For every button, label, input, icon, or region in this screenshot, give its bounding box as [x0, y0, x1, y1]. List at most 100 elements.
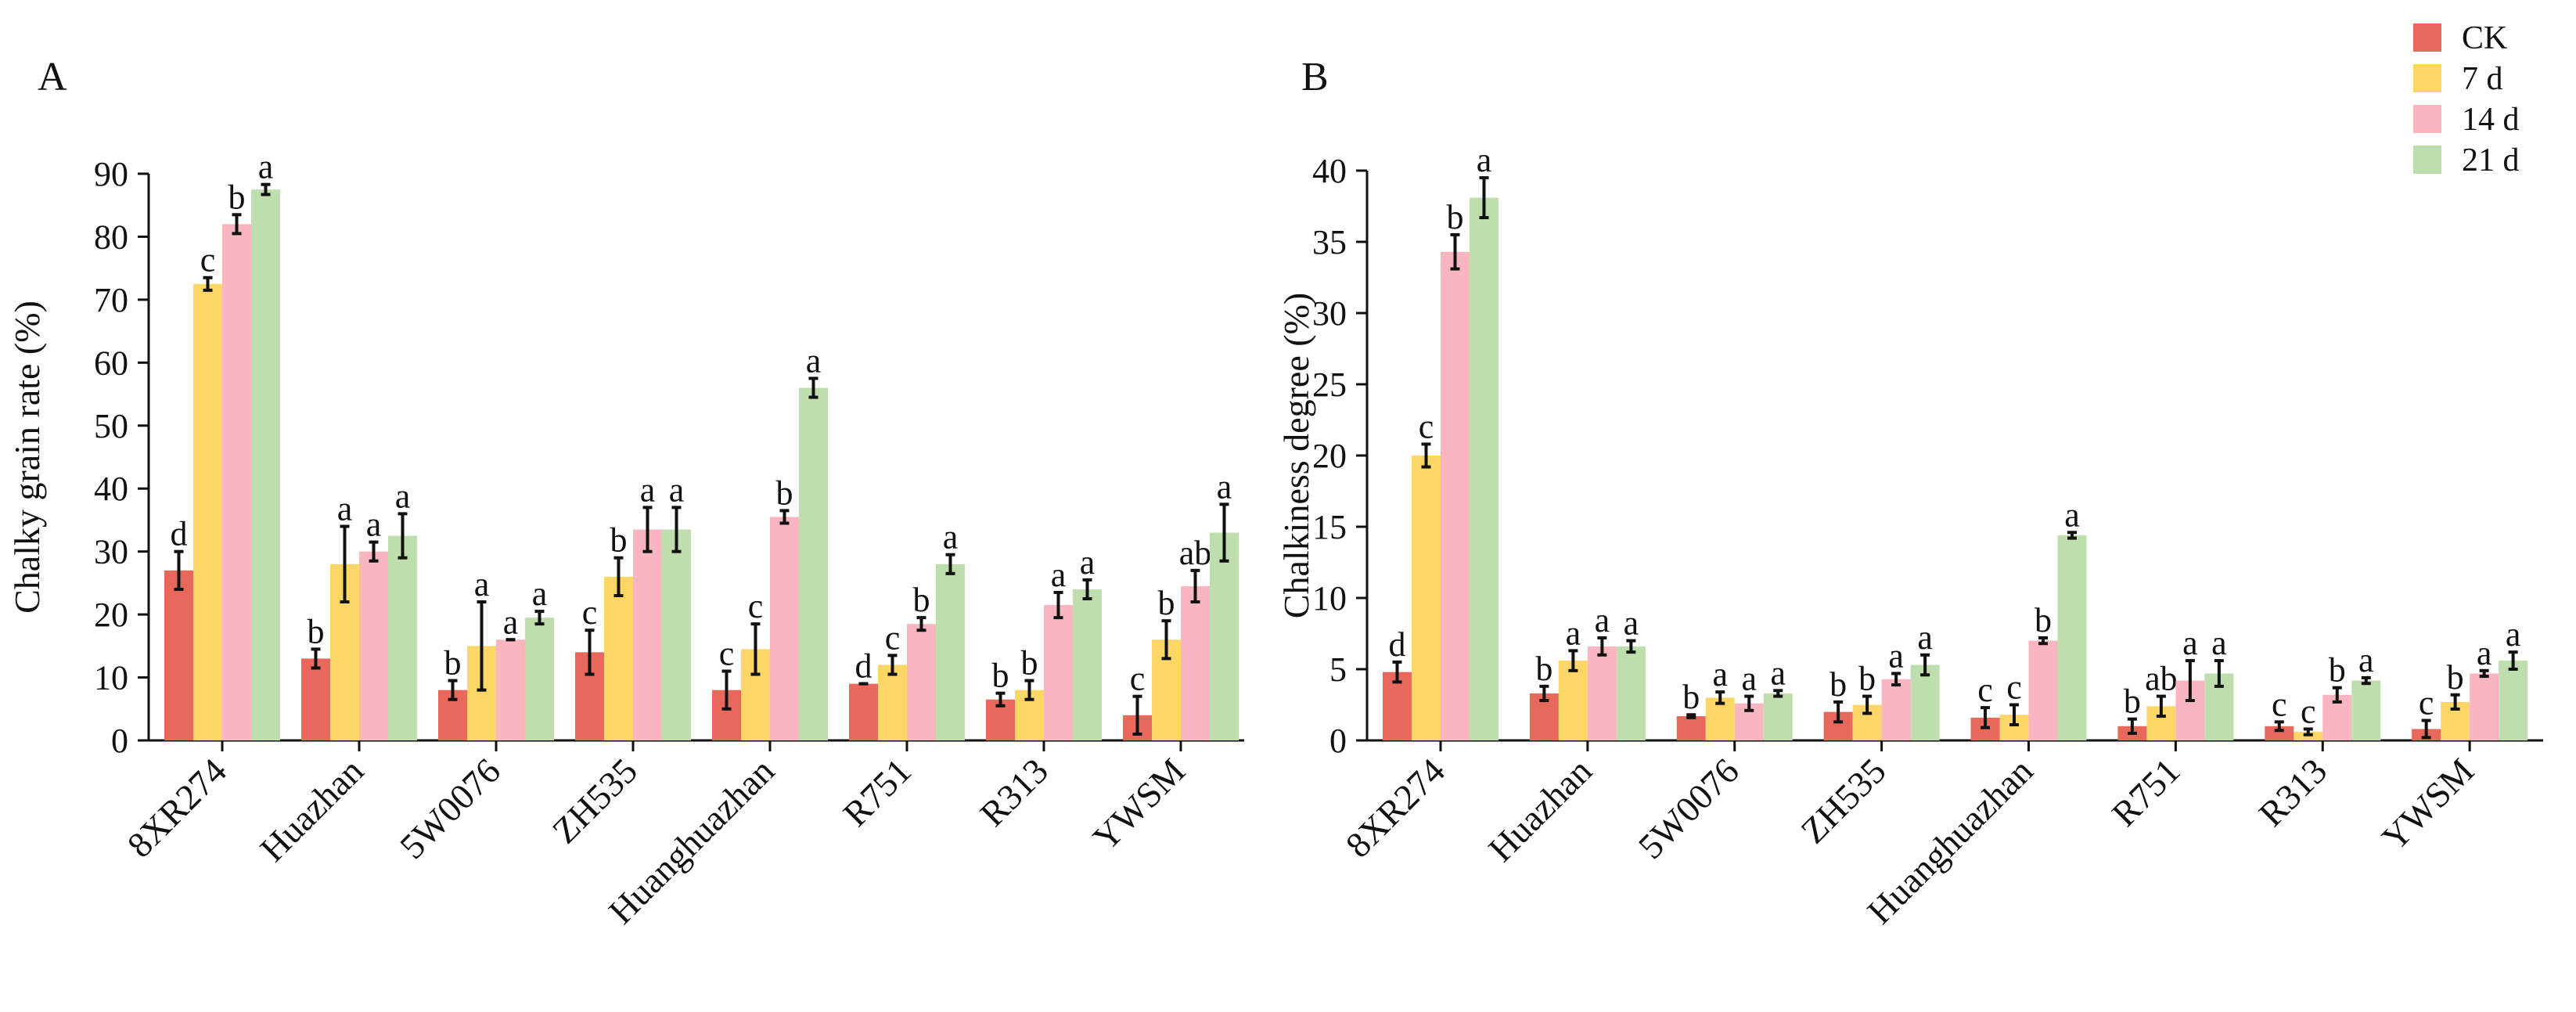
significance-label-14-d-zh535: a — [1888, 636, 1904, 675]
legend: CK 7 d 14 d 21 d — [2413, 20, 2520, 178]
bar-14-d-huanghuazhan — [770, 517, 799, 740]
significance-label-7-d-huanghuazhan: c — [2006, 668, 2022, 707]
significance-label-21-d-r313: a — [1080, 543, 1096, 582]
bar-7-d-8xr274 — [193, 283, 222, 740]
x-tick-label-zh535: ZH535 — [1793, 751, 1893, 851]
significance-label-ck-huanghuazhan: c — [719, 635, 735, 673]
significance-label-7-d-huazhan: a — [1566, 614, 1581, 652]
significance-label-ck-huazhan: b — [308, 612, 325, 650]
significance-label-21-d-ywsm: a — [2506, 615, 2521, 654]
bar-7-d-r751 — [878, 664, 907, 740]
bar-21-d-zh535 — [1910, 664, 1940, 740]
significance-label-7-d-5w0076: a — [1712, 655, 1728, 693]
significance-label-14-d-8xr274: b — [228, 178, 246, 216]
y-tick-label-10: 10 — [94, 659, 128, 697]
bar-21-d-zh535 — [662, 529, 691, 740]
bar-14-d-ywsm — [1181, 585, 1210, 740]
significance-label-14-d-r313: b — [2329, 651, 2346, 690]
legend-label-14-d: 14 d — [2462, 102, 2520, 138]
y-tick-label-5: 5 — [1329, 650, 1347, 689]
significance-label-21-d-r751: a — [943, 518, 959, 556]
significance-label-21-d-8xr274: a — [258, 148, 274, 186]
x-tick-label-8xr274: 8XR274 — [1338, 751, 1452, 865]
y-tick-label-15: 15 — [1312, 508, 1347, 546]
significance-label-7-d-zh535: b — [610, 521, 628, 560]
significance-label-21-d-huazhan: a — [395, 477, 411, 515]
significance-label-21-d-huanghuazhan: a — [806, 341, 822, 380]
y-tick-label-25: 25 — [1312, 366, 1347, 404]
significance-label-ck-r751: b — [2124, 682, 2141, 721]
significance-label-21-d-8xr274: a — [1477, 141, 1492, 179]
panel-b-chalkiness-degree: B 0 5 10 15 20 25 30 35 40 Chalkiness degree (%) 8X… — [1276, 55, 2543, 931]
y-tick-label-40: 40 — [94, 470, 128, 508]
significance-label-7-d-ywsm: b — [2447, 658, 2464, 697]
y-tick-label-10: 10 — [1312, 579, 1347, 618]
x-tick-label-5w0076: 5W0076 — [392, 751, 508, 866]
legend-label-21-d: 21 d — [2462, 142, 2520, 178]
y-tick-label-50: 50 — [94, 407, 128, 445]
significance-label-7-d-zh535: b — [1858, 660, 1876, 698]
significance-label-7-d-5w0076: a — [474, 565, 490, 603]
bar-14-d-8xr274 — [222, 224, 251, 740]
bar-14-d-ywsm — [2470, 673, 2499, 740]
bar-14-d-5w0076 — [496, 639, 525, 740]
significance-label-14-d-huazhan: a — [1595, 601, 1610, 639]
bar-14-d-huazhan — [1587, 646, 1617, 740]
x-tick-label-zh535: ZH535 — [545, 751, 645, 851]
bar-21-d-8xr274 — [251, 189, 280, 741]
significance-label-ck-5w0076: b — [444, 644, 462, 682]
significance-label-7-d-r313: b — [1021, 644, 1038, 682]
y-tick-label-20: 20 — [94, 596, 128, 634]
panel-label: A — [38, 55, 67, 99]
bar-21-d-huanghuazhan — [2057, 535, 2087, 740]
bar-7-d-huazhan — [1558, 661, 1588, 740]
significance-label-ck-r313: b — [992, 657, 1009, 695]
bar-21-d-huazhan — [1616, 646, 1646, 740]
panel-a-chalky-grain-rate: A 0 10 20 30 40 50 60 70 80 90 Chalky grain rate (%… — [7, 55, 1244, 931]
significance-label-14-d-5w0076: a — [1741, 660, 1757, 698]
significance-label-ck-ywsm: c — [2419, 684, 2434, 722]
y-tick-label-35: 35 — [1312, 223, 1347, 261]
bar-ck-5w0076 — [1676, 716, 1706, 740]
x-tick-label-5w0076: 5W0076 — [1631, 751, 1747, 866]
significance-label-21-d-huazhan: a — [1624, 604, 1639, 643]
x-tick-label-ywsm: YWSM — [1085, 751, 1193, 858]
bar-21-d-5w0076 — [1763, 693, 1793, 740]
y-tick-label-30: 30 — [1312, 294, 1347, 333]
significance-label-14-d-r751: b — [913, 581, 930, 619]
bar-21-d-huanghuazhan — [799, 387, 828, 740]
bar-21-d-r313 — [1073, 589, 1102, 740]
y-tick-label-70: 70 — [94, 281, 128, 319]
significance-label-21-d-huanghuazhan: a — [2064, 495, 2080, 534]
significance-label-ck-ywsm: c — [1130, 660, 1146, 698]
y-tick-label-40: 40 — [1312, 152, 1347, 190]
bar-ck-8xr274 — [164, 570, 193, 740]
y-tick-label-60: 60 — [94, 344, 128, 382]
legend-label-7-d: 7 d — [2462, 61, 2503, 97]
significance-label-ck-huanghuazhan: c — [1977, 671, 1993, 709]
bar-14-d-zh535 — [1881, 679, 1911, 740]
significance-label-7-d-r313: c — [2301, 692, 2316, 730]
significance-label-7-d-8xr274: c — [200, 241, 216, 279]
significance-label-21-d-5w0076: a — [1770, 654, 1786, 692]
x-tick-label-huazhan: Huazhan — [1480, 751, 1599, 870]
bar-7-d-zh535 — [604, 576, 633, 740]
significance-label-ck-8xr274: d — [171, 515, 188, 553]
y-tick-label-30: 30 — [94, 533, 128, 571]
y-axis-title: Chalkiness degree (%) — [1276, 293, 1316, 618]
x-tick-label-huazhan: Huazhan — [252, 751, 371, 870]
x-tick-label-r751: R751 — [836, 751, 919, 834]
significance-label-14-d-huazhan: a — [366, 506, 382, 544]
significance-label-21-d-r313: a — [2358, 641, 2374, 679]
bar-ck-huazhan — [301, 658, 330, 740]
x-tick-label-8xr274: 8XR274 — [120, 751, 234, 865]
significance-label-14-d-r313: a — [1051, 556, 1067, 594]
y-tick-label-0: 0 — [111, 722, 128, 760]
significance-label-7-d-ywsm: b — [1158, 584, 1175, 622]
y-tick-label-80: 80 — [94, 218, 128, 256]
significance-label-21-d-zh535: a — [669, 470, 685, 509]
significance-label-21-d-5w0076: a — [532, 574, 548, 613]
significance-label-14-d-5w0076: a — [503, 603, 519, 641]
significance-label-21-d-zh535: a — [1917, 618, 1933, 657]
